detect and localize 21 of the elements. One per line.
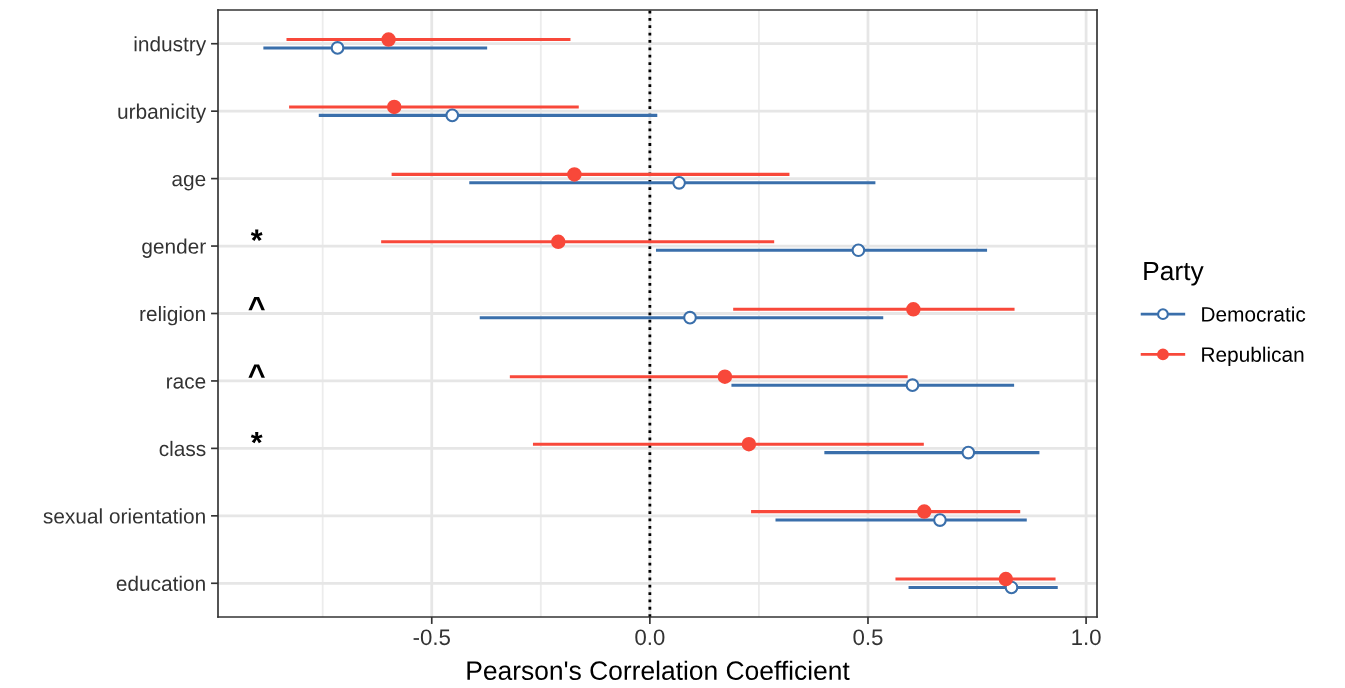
y-tick-label: age bbox=[172, 174, 206, 191]
x-axis-title: Pearson's Correlation Coefficient bbox=[467, 660, 850, 681]
x-tick-label: 0.0 bbox=[635, 629, 665, 646]
annotation: * bbox=[250, 431, 263, 444]
annotation: ^ bbox=[248, 297, 265, 311]
legend-title: Party bbox=[1144, 261, 1204, 286]
y-tick-label: education bbox=[116, 575, 205, 592]
legend-label: Republican bbox=[1202, 346, 1304, 367]
y-tick-label: religion bbox=[140, 305, 205, 326]
y-tick-label: urbanicity bbox=[118, 103, 207, 124]
y-tick-label: class bbox=[159, 440, 206, 457]
annotation: * bbox=[250, 229, 263, 241]
y-tick-label: race bbox=[167, 377, 206, 389]
annotation: ^ bbox=[248, 364, 265, 378]
y-tick-label: sexual orientation bbox=[43, 508, 205, 524]
x-tick-label: -0.5 bbox=[413, 629, 450, 646]
y-tick-label: industry bbox=[134, 36, 207, 56]
legend-label: Democratic bbox=[1202, 306, 1306, 322]
y-tick-label: gender bbox=[142, 238, 206, 258]
x-tick-label: 0.5 bbox=[853, 629, 883, 646]
x-tick-label: 1.0 bbox=[1072, 629, 1101, 646]
